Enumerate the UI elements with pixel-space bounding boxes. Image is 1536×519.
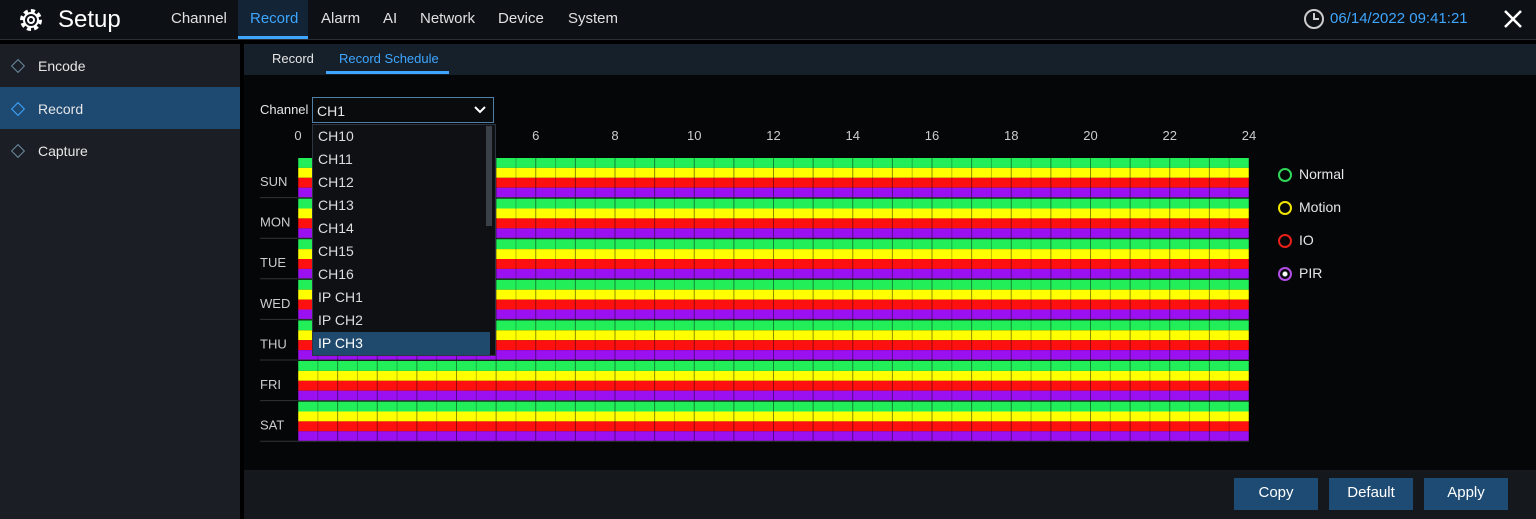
schedule-stripe: [298, 411, 1249, 422]
nav-item[interactable]: Channel: [171, 10, 227, 27]
schedule-grid: 0 6 8 10 12 14 16 18 20 22 24 SUN MON TUE WED THU FRI SAT: [260, 128, 1256, 442]
legend-label: Normal: [1299, 166, 1345, 182]
channel-option[interactable]: CH15: [318, 243, 354, 259]
schedule-stripe: [298, 340, 1249, 351]
channel-option[interactable]: CH10: [318, 128, 354, 144]
schedule-stripe: [298, 259, 1249, 269]
schedule-stripe: [298, 330, 1249, 341]
day-label: SAT: [260, 418, 284, 433]
schedule-stripe: [298, 249, 1249, 259]
channel-selected: CH1: [317, 103, 346, 119]
footer-bar: [244, 470, 1536, 519]
schedule-stripe: [298, 268, 1249, 279]
schedule-stripe: [298, 401, 1249, 412]
hour-label: 20: [1083, 128, 1097, 143]
sidebar-item[interactable]: Record: [38, 101, 84, 117]
hour-label: 10: [687, 128, 701, 143]
channel-option[interactable]: IP CH3: [313, 332, 490, 355]
legend-marker: [1278, 201, 1292, 215]
legend-label: Motion: [1299, 199, 1342, 215]
nav-item[interactable]: AI: [383, 10, 398, 27]
legend-marker: [1278, 234, 1292, 248]
hour-label: 22: [1163, 128, 1177, 143]
active-nav-bg: [238, 0, 308, 39]
channel-label: Channel: [260, 102, 309, 117]
hour-label: 8: [611, 128, 618, 143]
day-label: THU: [260, 336, 287, 351]
tab-bar: [244, 44, 1536, 75]
day-label: TUE: [260, 255, 286, 270]
channel-option[interactable]: IP CH1: [318, 289, 363, 305]
day-label: FRI: [260, 377, 281, 392]
nav-item[interactable]: System: [568, 10, 619, 27]
tab[interactable]: Record Schedule: [339, 51, 439, 66]
button[interactable]: Apply: [1424, 478, 1508, 510]
schedule-stripe: [298, 158, 1249, 168]
schedule-stripe: [298, 289, 1249, 300]
schedule-stripe: [298, 228, 1249, 239]
app-title: Setup: [58, 6, 121, 33]
legend-label: PIR: [1299, 265, 1323, 281]
hour-label: 24: [1242, 128, 1256, 143]
scrollbar: [486, 126, 492, 226]
channel-option[interactable]: CH14: [318, 220, 354, 236]
nav-item[interactable]: Record: [250, 10, 299, 27]
channel-option[interactable]: CH11: [318, 151, 353, 167]
schedule-stripe: [298, 390, 1249, 401]
schedule-stripe: [298, 208, 1249, 219]
channel-option[interactable]: CH13: [318, 197, 354, 213]
sidebar-active: [0, 87, 240, 129]
day-label: SUN: [260, 174, 287, 189]
schedule-stripe: [298, 370, 1249, 381]
close-button[interactable]: [1503, 9, 1523, 29]
hour-label: 18: [1004, 128, 1018, 143]
day-label: WED: [260, 296, 290, 311]
schedule-stripe: [298, 239, 1249, 250]
schedule-stripe: [298, 431, 1249, 442]
button[interactable]: Default: [1329, 478, 1413, 510]
schedule-stripe: [298, 320, 1249, 331]
schedule-stripe: [298, 421, 1249, 432]
legend-marker: [1278, 267, 1292, 281]
schedule-stripe: [298, 279, 1249, 290]
legend-marker: [1278, 168, 1292, 182]
legend-label: IO: [1299, 232, 1314, 248]
schedule-stripe: [298, 361, 1249, 371]
schedule-stripe: [298, 299, 1249, 310]
hour-label: 12: [766, 128, 780, 143]
channel-option[interactable]: IP CH2: [318, 312, 363, 328]
channel-option[interactable]: CH12: [318, 174, 354, 190]
schedule-stripe: [298, 380, 1249, 391]
channel-list: [312, 124, 496, 356]
schedule-stripe: [298, 198, 1249, 209]
hour-label: 0: [294, 128, 301, 143]
clock-icon: [1304, 9, 1324, 29]
channel-option[interactable]: CH16: [318, 266, 354, 282]
schedule-stripe: [298, 218, 1249, 229]
datetime: 06/14/2022 09:41:21: [1330, 10, 1468, 27]
tab-underline: [326, 71, 449, 74]
sidebar-item[interactable]: Encode: [38, 58, 86, 74]
schedule-stripe: [298, 309, 1249, 320]
day-label: MON: [260, 215, 290, 230]
button[interactable]: Copy: [1234, 478, 1318, 510]
schedule-stripe: [298, 167, 1249, 178]
tab[interactable]: Record: [272, 51, 314, 66]
hour-label: 14: [846, 128, 860, 143]
schedule-stripe: [298, 177, 1249, 188]
sidebar-item[interactable]: Capture: [38, 143, 88, 159]
nav-item[interactable]: Network: [420, 10, 476, 27]
gear-icon: [20, 9, 42, 31]
chevron: [474, 106, 486, 114]
nav-item[interactable]: Device: [498, 10, 544, 27]
nav-item[interactable]: Alarm: [321, 10, 361, 27]
hour-label: 16: [925, 128, 939, 143]
schedule-stripe: [298, 350, 1249, 360]
hour-label: 6: [532, 128, 539, 143]
channel-select[interactable]: CH1: [312, 97, 494, 123]
schedule-stripe: [298, 187, 1249, 198]
